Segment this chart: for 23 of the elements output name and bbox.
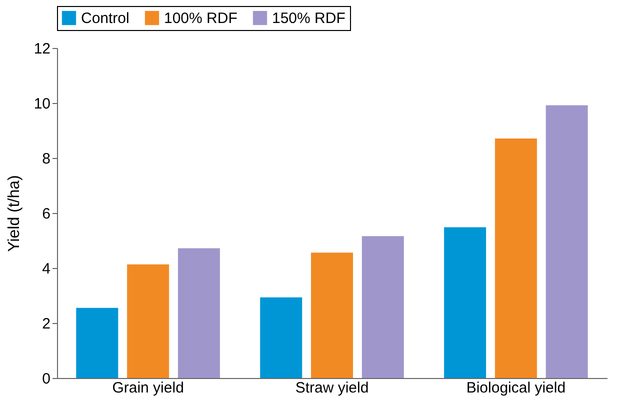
bar xyxy=(494,138,537,378)
bar xyxy=(362,236,404,378)
x-tick-label: Biological yield xyxy=(466,380,566,396)
legend-label: Control xyxy=(81,10,130,27)
legend-label: 100% RDF xyxy=(164,10,238,27)
bar xyxy=(546,105,588,378)
y-tick-label: 6 xyxy=(42,206,50,222)
bar xyxy=(76,308,118,378)
bar xyxy=(260,297,302,378)
y-tick-label: 8 xyxy=(42,150,50,168)
y-tick-label: 0 xyxy=(42,370,50,388)
y-tick-label: 12 xyxy=(34,40,50,58)
y-tick-label: 10 xyxy=(34,96,50,112)
legend-label: 150% RDF xyxy=(272,10,346,27)
y-tick-label: 4 xyxy=(42,260,50,278)
bar xyxy=(444,227,486,378)
bar xyxy=(178,248,220,378)
y-axis-title: Yield (t/ha) xyxy=(6,175,23,252)
bar xyxy=(127,264,170,378)
y-tick-label: 2 xyxy=(42,316,50,332)
x-tick-label: Straw yield xyxy=(295,380,369,396)
bar xyxy=(311,252,353,378)
x-tick-label: Grain yield xyxy=(112,380,184,396)
